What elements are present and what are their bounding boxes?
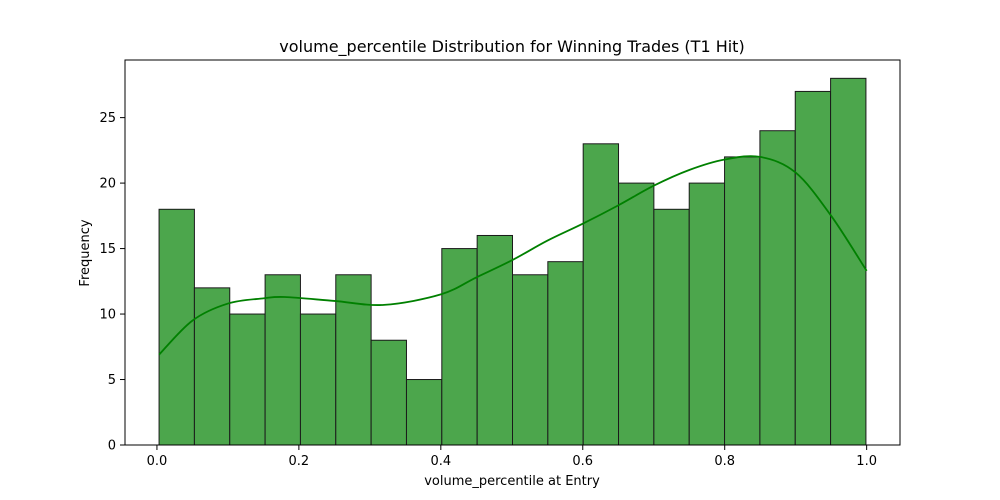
chart-title: volume_percentile Distribution for Winni… xyxy=(279,37,744,57)
histogram-bar xyxy=(441,248,478,446)
y-tick-label: 20 xyxy=(99,177,116,192)
y-tick-label: 0 xyxy=(108,439,116,454)
histogram-bar xyxy=(688,182,726,446)
bars-group xyxy=(158,77,867,446)
x-tick-label: 0.8 xyxy=(714,454,735,469)
x-tick-label: 0.6 xyxy=(572,454,593,469)
histogram-bar xyxy=(547,261,584,446)
x-tick-label: 0.2 xyxy=(289,454,310,469)
histogram-bar xyxy=(618,182,655,446)
histogram-bar xyxy=(759,130,796,446)
y-axis-ticks: 0 5 10 15 20 25 xyxy=(99,111,125,454)
histogram-bar xyxy=(335,274,372,446)
y-tick-label: 10 xyxy=(99,308,116,323)
histogram-bar xyxy=(653,208,690,446)
histogram-bar xyxy=(724,156,761,446)
histogram-bar xyxy=(264,274,301,446)
histogram-bar xyxy=(476,234,513,446)
histogram-bar xyxy=(158,208,195,446)
y-axis-label: Frequency xyxy=(78,219,93,286)
histogram-bar xyxy=(512,274,549,446)
histogram-bar xyxy=(405,379,443,446)
y-tick-label: 25 xyxy=(99,111,116,126)
histogram-bar xyxy=(794,90,832,446)
x-tick-label: 0.0 xyxy=(147,454,168,469)
y-tick-label: 15 xyxy=(99,242,116,257)
histogram-bar xyxy=(229,313,266,446)
y-tick-label: 5 xyxy=(108,373,116,388)
histogram-bar xyxy=(370,339,407,446)
plot-frame xyxy=(124,59,901,446)
x-axis-ticks: 0.0 0.2 0.4 0.6 0.8 1.0 xyxy=(147,445,877,469)
histogram-bar xyxy=(299,313,337,446)
histogram-bar xyxy=(193,287,231,446)
histogram-bar xyxy=(582,143,620,446)
x-tick-label: 1.0 xyxy=(856,454,877,469)
x-axis-label: volume_percentile at Entry xyxy=(424,474,600,489)
x-tick-label: 0.4 xyxy=(430,454,451,469)
kde-curve xyxy=(158,155,868,356)
